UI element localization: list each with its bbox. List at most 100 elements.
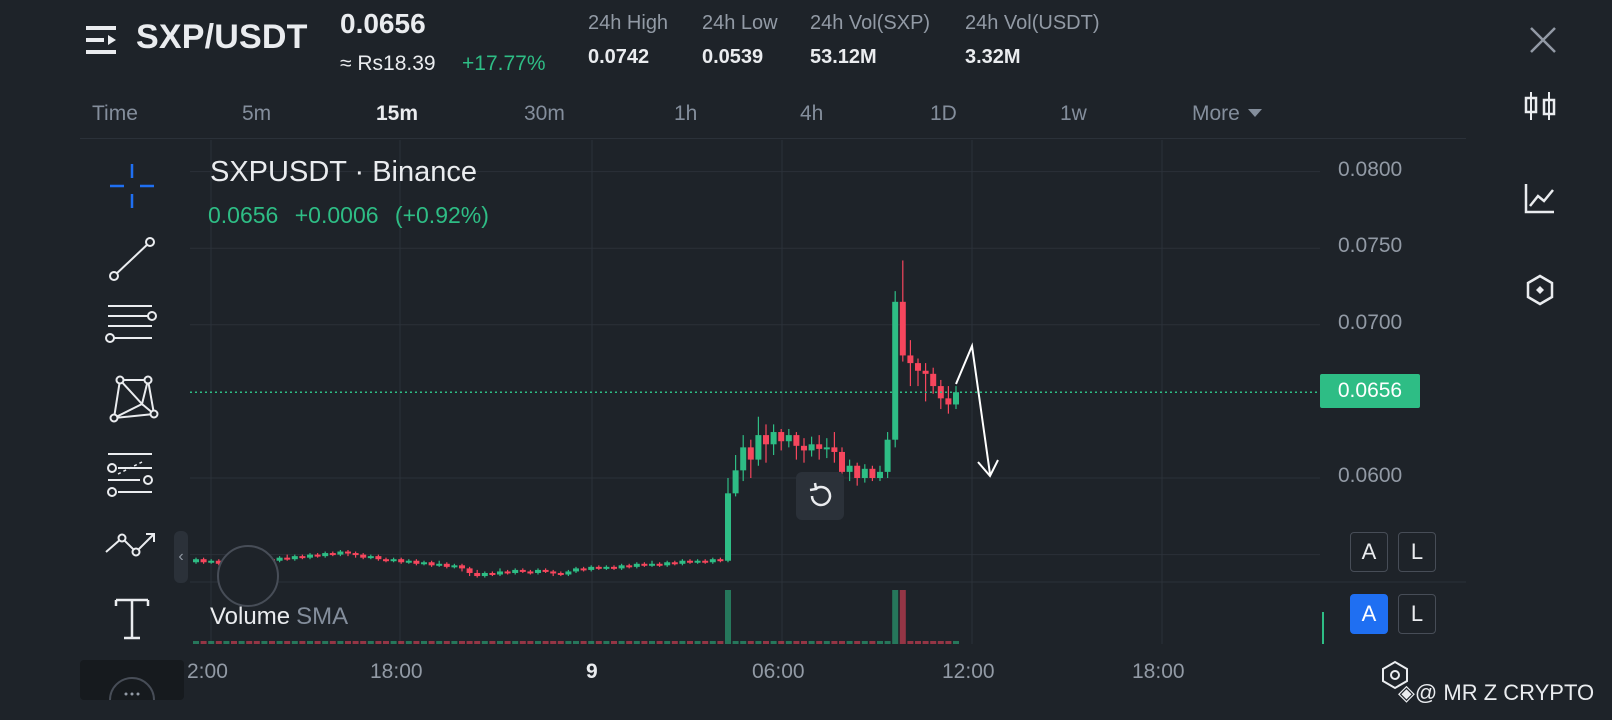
indicator-hexagon-icon[interactable]: [1520, 270, 1560, 310]
stat-label-vol-sxp: 24h Vol(SXP): [810, 12, 931, 34]
volume-bar: [550, 641, 557, 644]
x-tick-label: 9: [586, 660, 598, 683]
volume-bar: [877, 641, 883, 644]
volume-log-scale-button[interactable]: L: [1398, 594, 1436, 634]
volume-bar: [656, 641, 663, 644]
crosshair-tool-icon[interactable]: [104, 160, 160, 212]
tab-15m[interactable]: 15m: [376, 102, 419, 125]
path-tool-icon[interactable]: [104, 524, 160, 576]
stat-value-24h-low: 0.0539: [702, 46, 764, 68]
chart-sub-price: 0.0656: [208, 202, 279, 228]
candle-body: [307, 554, 313, 558]
volume-bar: [953, 641, 959, 644]
candle-body: [831, 447, 838, 452]
candle-body: [747, 447, 754, 460]
candle-body: [725, 493, 731, 561]
candle-body: [352, 553, 359, 556]
candle-body: [443, 563, 450, 567]
volume-bar: [679, 641, 686, 644]
candle-body: [709, 559, 716, 563]
volume-bar: [352, 641, 359, 644]
candle-body: [193, 559, 199, 563]
indicator-hexagon-small-icon[interactable]: [1380, 660, 1410, 695]
volume-bar: [664, 641, 671, 644]
volume-bar: [474, 641, 481, 644]
volume-bar: [770, 641, 777, 644]
candle-body: [345, 551, 351, 554]
candle-body: [466, 568, 473, 573]
volume-bar: [519, 641, 526, 644]
candle-body: [459, 565, 465, 569]
close-icon[interactable]: [1525, 22, 1561, 58]
horizontal-lines-tool-icon[interactable]: [104, 300, 160, 352]
volume-bar: [299, 641, 306, 644]
pattern-tool-icon[interactable]: [104, 374, 160, 426]
tab-5m[interactable]: 5m: [242, 102, 272, 125]
volume-bar: [383, 641, 389, 644]
volume-bar: [763, 641, 769, 644]
volume-bar: [337, 641, 344, 644]
tab-1d[interactable]: 1D: [930, 102, 957, 125]
volume-bar: [329, 641, 336, 644]
candle-body: [489, 572, 496, 575]
candle-body: [801, 445, 807, 451]
x-tick-label: 18:00: [1132, 660, 1185, 683]
volume-bar: [915, 641, 921, 644]
candle-body: [383, 559, 389, 562]
candle-body: [337, 551, 344, 555]
menu-icon[interactable]: [86, 22, 122, 58]
volume-bar: [785, 641, 792, 644]
candle-body: [778, 432, 785, 442]
volume-label: Volume SMA: [210, 603, 348, 631]
log-scale-button[interactable]: L: [1398, 532, 1436, 572]
trendline-tool-icon[interactable]: [104, 234, 160, 286]
volume-bar: [398, 641, 405, 644]
x-tick-label: 18:00: [370, 660, 423, 683]
volume-bar: [869, 641, 876, 644]
candle-body: [413, 560, 420, 564]
volume-bar: [307, 641, 313, 644]
y-tick-label: 0.0700: [1338, 310, 1403, 334]
candle-body: [930, 373, 937, 387]
volume-bar: [276, 641, 283, 644]
line-chart-icon[interactable]: [1520, 178, 1560, 218]
volume-bar: [542, 641, 549, 644]
chart-subtitle: 0.0656 +0.0006 (+0.92%): [208, 202, 499, 229]
tab-1w[interactable]: 1w: [1060, 102, 1087, 125]
y-tick-label: 0.0750: [1338, 234, 1403, 258]
candle-body: [367, 556, 374, 559]
volume-bar: [861, 641, 868, 644]
volume-bar: [930, 641, 937, 644]
candle-body: [626, 565, 633, 568]
candlestick-icon[interactable]: [1520, 86, 1560, 126]
auto-scale-button[interactable]: A: [1350, 532, 1388, 572]
stat-value-vol-sxp: 53.12M: [810, 46, 877, 68]
collapse-toolbar-button[interactable]: ‹: [174, 531, 188, 583]
y-tick-label: 0.0800: [1338, 157, 1403, 181]
tab-1h[interactable]: 1h: [674, 102, 698, 125]
volume-bar: [588, 641, 595, 644]
volume-bar: [421, 641, 427, 644]
tab-time[interactable]: Time: [92, 102, 138, 125]
candle-body: [550, 571, 557, 574]
volume-sma-label: SMA: [296, 603, 349, 630]
reset-zoom-button[interactable]: [796, 472, 844, 520]
candle-body: [588, 566, 595, 570]
volume-bar: [390, 641, 397, 644]
volume-auto-scale-button[interactable]: A: [1350, 594, 1388, 634]
candle-body: [641, 563, 648, 566]
pair-symbol[interactable]: SXP/USDT: [136, 18, 308, 56]
volume-bar: [314, 641, 321, 644]
fib-tool-icon[interactable]: [104, 448, 160, 500]
text-tool-icon[interactable]: [104, 594, 160, 646]
volume-bar: [269, 641, 275, 644]
volume-bar: [649, 641, 655, 644]
volume-bar: [709, 641, 716, 644]
tab-30m[interactable]: 30m: [524, 102, 565, 125]
volume-bar: [322, 641, 329, 644]
tab-4h[interactable]: 4h: [800, 102, 824, 125]
candle-body: [687, 560, 693, 563]
candle-body: [322, 553, 329, 557]
tab-more[interactable]: More: [1192, 102, 1262, 126]
